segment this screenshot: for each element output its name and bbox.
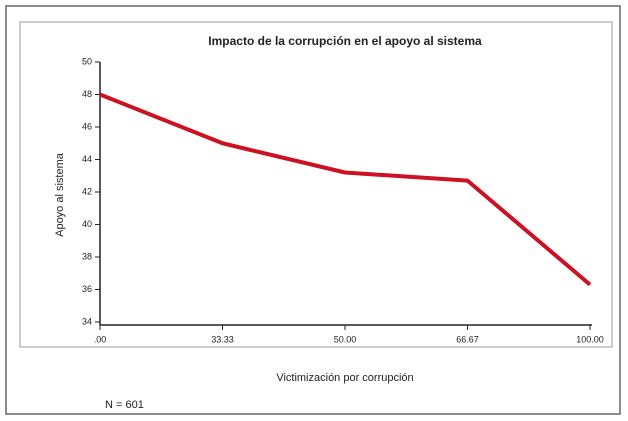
x-tick-label: 50.00 [334, 334, 357, 344]
x-tick-label: 33.33 [211, 334, 234, 344]
y-tick-label: 46 [82, 121, 92, 131]
y-tick-label: 48 [82, 89, 92, 99]
chart-frame [19, 21, 613, 348]
y-axis-label: Apoyo al sistema [54, 152, 66, 237]
y-tick-label: 42 [82, 186, 92, 196]
y-tick-label: 34 [82, 316, 92, 326]
note: N = 601 [105, 399, 144, 411]
y-tick-label: 50 [82, 56, 92, 66]
x-tick-label: 100.00 [576, 334, 604, 344]
x-tick-label: .00 [94, 334, 107, 344]
outer-frame [5, 5, 621, 415]
data-line [99, 92, 592, 287]
y-tick-label: 44 [82, 154, 92, 164]
chart-title: Impacto de la corrupción en el apoyo al … [208, 34, 482, 48]
y-tick-label: 36 [82, 284, 92, 294]
y-tick-label: 40 [82, 219, 92, 229]
x-tick-label: 66.67 [456, 334, 479, 344]
y-tick-label: 38 [82, 251, 92, 261]
x-axis-label: Victimización por corrupción [276, 372, 413, 384]
